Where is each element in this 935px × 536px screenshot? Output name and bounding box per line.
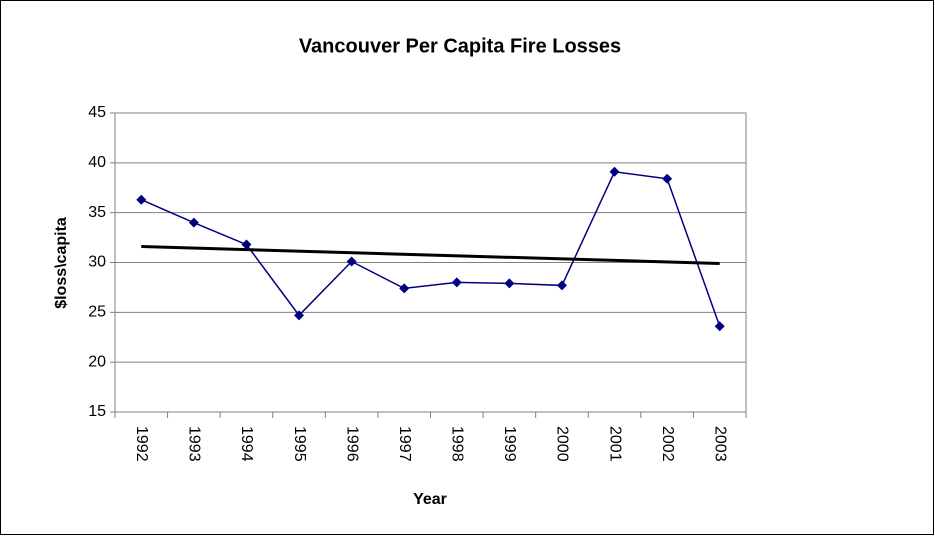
y-axis-title: $loss\capita — [53, 217, 70, 309]
data-point — [188, 217, 199, 228]
y-tick-label: 25 — [88, 304, 106, 321]
x-tick-label: 1998 — [449, 426, 466, 462]
trendline — [141, 245, 720, 265]
data-point — [556, 280, 567, 291]
x-tick-label: 1993 — [186, 426, 203, 462]
x-tick-label: 2003 — [711, 426, 728, 462]
x-tick-label: 1995 — [291, 426, 308, 462]
x-tick-label: 1994 — [238, 426, 255, 462]
series-line — [140, 170, 721, 327]
data-point — [399, 283, 410, 294]
x-tick-label: 1996 — [343, 426, 360, 462]
x-tick-label: 1999 — [501, 426, 518, 462]
chart-title: Vancouver Per Capita Fire Losses — [299, 35, 621, 57]
x-tick-label: 2000 — [554, 426, 571, 462]
data-point — [136, 194, 147, 205]
data-point — [714, 321, 725, 332]
data-point — [294, 310, 305, 321]
x-axis-title: Year — [413, 491, 447, 508]
data-point — [451, 277, 462, 288]
y-tick-label: 30 — [88, 254, 106, 271]
data-point — [346, 256, 357, 267]
y-tick-label: 45 — [88, 104, 106, 121]
x-tick-label: 2001 — [606, 426, 623, 462]
y-tick-label: 15 — [88, 403, 106, 420]
x-tick-label: 2002 — [659, 426, 676, 462]
y-tick-label: 40 — [88, 154, 106, 171]
y-tick-label: 35 — [88, 204, 106, 221]
data-point — [662, 173, 673, 184]
data-point — [241, 239, 252, 250]
data-point — [609, 166, 620, 177]
y-tick-label: 20 — [88, 353, 106, 370]
data-point — [504, 278, 515, 289]
x-tick-label: 1992 — [133, 426, 150, 462]
x-tick-label: 1997 — [396, 426, 413, 462]
